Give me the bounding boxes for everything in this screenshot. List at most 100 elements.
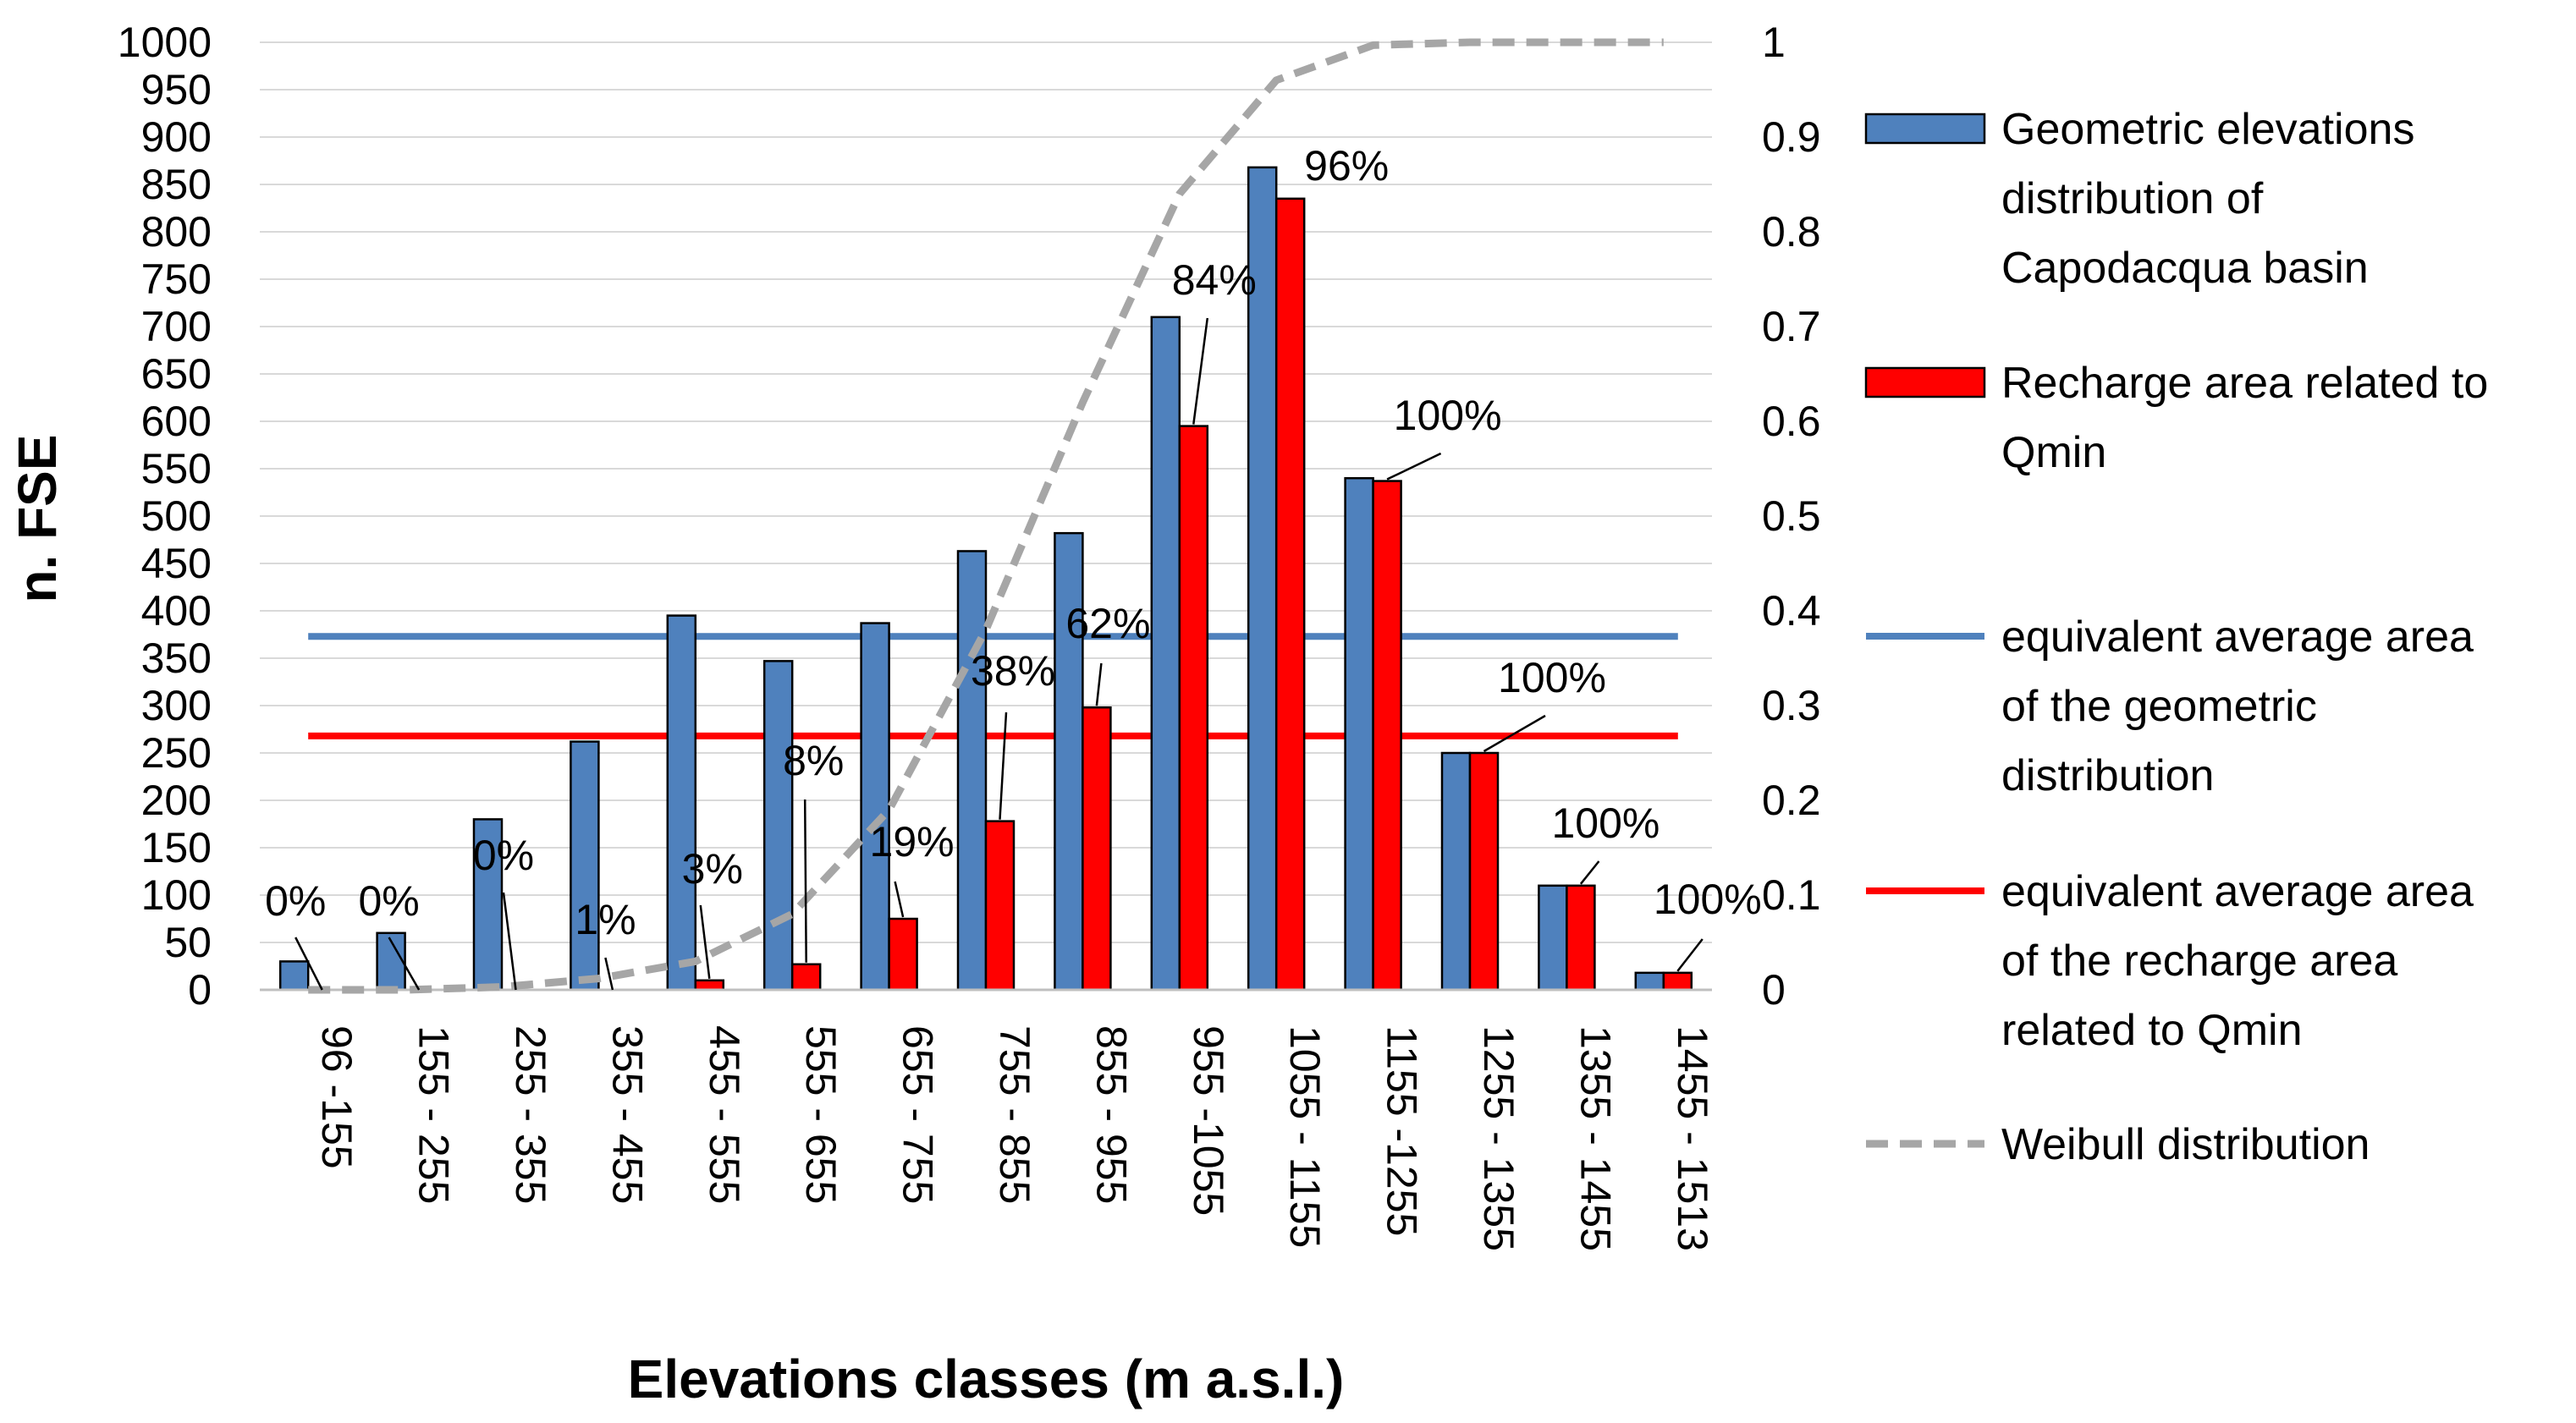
y-tick-label: 700 [141,303,212,350]
bar-recharge [694,979,725,992]
y-tick-label: 850 [141,161,212,208]
data-labels: 0% 0% 0% 1% 3% 8% 19% 38%62% 84% 96% 100% 100% 100% 1… [265,142,1762,943]
data-label: 100% [1394,392,1502,439]
bar-geometric [762,660,794,992]
legend-item-geometric-swatch [1864,113,1986,145]
y-axis-ticks: 0501001502002503003504004505005506006507… [118,19,212,1014]
label-leader-line [999,712,1008,820]
bar-geometric [1344,476,1374,992]
y-tick-label: 300 [141,682,212,729]
data-label: 0% [473,832,534,879]
data-label: 0% [358,877,419,925]
x-tick-label: 755 - 855 [991,1025,1038,1204]
label-leader-line [1386,452,1442,481]
bar-recharge [1372,480,1402,992]
y-tick-label: 200 [141,777,212,824]
bar-geometric [1054,531,1084,992]
legend-item-recharge-text: Recharge area related to [2001,359,2488,408]
label-leader-line [1192,317,1209,425]
x-tick-label: 155 - 255 [410,1025,458,1204]
x-tick-label: 255 - 355 [507,1025,554,1204]
data-label: 84% [1172,256,1257,304]
x-tick-label: 1155 -1255 [1379,1025,1426,1236]
data-label: 100% [1551,799,1660,847]
legend-item-avg-geometric-text: equivalent average area [2001,613,2474,662]
x-tick-label: 355 - 455 [603,1025,651,1204]
bar-geometric [1634,971,1665,992]
y-tick-label: 150 [141,824,212,871]
gridlines [260,41,1712,943]
y2-tick-label: 0.6 [1762,398,1821,445]
y-tick-label: 500 [141,492,212,540]
label-leader-line [894,881,905,918]
data-label: 0% [265,877,326,925]
data-label: 38% [971,647,1055,695]
data-label: 100% [1654,876,1762,923]
weibull-line [308,38,1664,994]
legend: Geometric elevations distribution of Capod… [1864,105,2488,1169]
data-label: 62% [1065,600,1150,647]
y2-tick-label: 0.4 [1762,587,1821,635]
legend-item-avg-recharge-text: of the recharge area [2001,937,2397,986]
x-tick-label: 655 - 755 [894,1025,942,1204]
x-tick-label: 955 -1055 [1185,1025,1232,1216]
label-leader-line [388,937,421,991]
bar-recharge [1566,884,1596,992]
bar-geometric [570,740,600,992]
x-tick-label: 455 - 555 [701,1025,748,1204]
bar-geometric [1150,316,1181,992]
y-tick-label: 950 [141,66,212,113]
average-lines [308,633,1678,739]
legend-item-geometric-text: Geometric elevations [2001,105,2414,154]
data-label: 3% [682,845,743,893]
y2-tick-label: 0.9 [1762,113,1821,161]
x-tick-label: 555 - 655 [797,1025,845,1204]
label-leader-line [294,937,323,991]
y2-tick-label: 0.2 [1762,777,1821,824]
y2-tick-label: 0.8 [1762,208,1821,255]
bar-recharge [790,963,822,992]
weibull-curve [308,38,1664,994]
bar-geometric [860,622,890,992]
bar-geometric [278,960,310,992]
bar-recharge [1274,197,1306,992]
data-label: 96% [1304,142,1389,190]
x-tick-label: 1055 - 1155 [1281,1025,1329,1248]
y-tick-label: 450 [141,540,212,587]
x-axis-title: Elevations classes (m a.s.l.) [628,1349,1345,1409]
y-tick-label: 600 [141,398,212,445]
x-tick-label: 1255 - 1355 [1475,1025,1522,1251]
y2-tick-label: 0.1 [1762,871,1821,919]
legend-item-avg-geometric-text: of the geometric [2001,682,2317,731]
bar-recharge [1082,706,1112,992]
label-leader-line [1676,938,1704,972]
legend-item-geometric-text: distribution of [2001,174,2264,223]
y2-tick-label: 1 [1762,19,1786,66]
label-leader-line [604,957,614,991]
data-label: 8% [783,737,844,784]
x-tick-label: 1355 - 1455 [1571,1025,1619,1251]
bar-geometric [1538,884,1568,992]
legend-item-recharge-swatch [1864,366,1986,398]
y-tick-label: 50 [164,919,212,966]
bar-geometric [1440,751,1472,992]
bar-recharge [984,820,1016,992]
y-tick-label: 650 [141,350,212,398]
label-leader-line [803,799,807,963]
y2-tick-label: 0.3 [1762,682,1821,729]
data-label: 19% [870,818,955,865]
bars [278,166,1693,992]
x-tick-label: 96 -155 [313,1025,361,1169]
y-tick-label: 100 [141,871,212,919]
y2-tick-label: 0 [1762,966,1786,1014]
legend-item-avg-recharge-text: related to Qmin [2001,1006,2303,1055]
data-label: 1% [575,896,636,943]
label-leader-line [1579,860,1600,885]
y-tick-label: 800 [141,208,212,255]
x-tick-label: 855 - 955 [1087,1025,1135,1204]
y-tick-label: 1000 [118,19,212,66]
y-tick-label: 250 [141,729,212,777]
data-label-leaders [294,317,1704,991]
x-tick-label: 1455 - 1513 [1669,1025,1716,1251]
bar-recharge [888,917,918,992]
